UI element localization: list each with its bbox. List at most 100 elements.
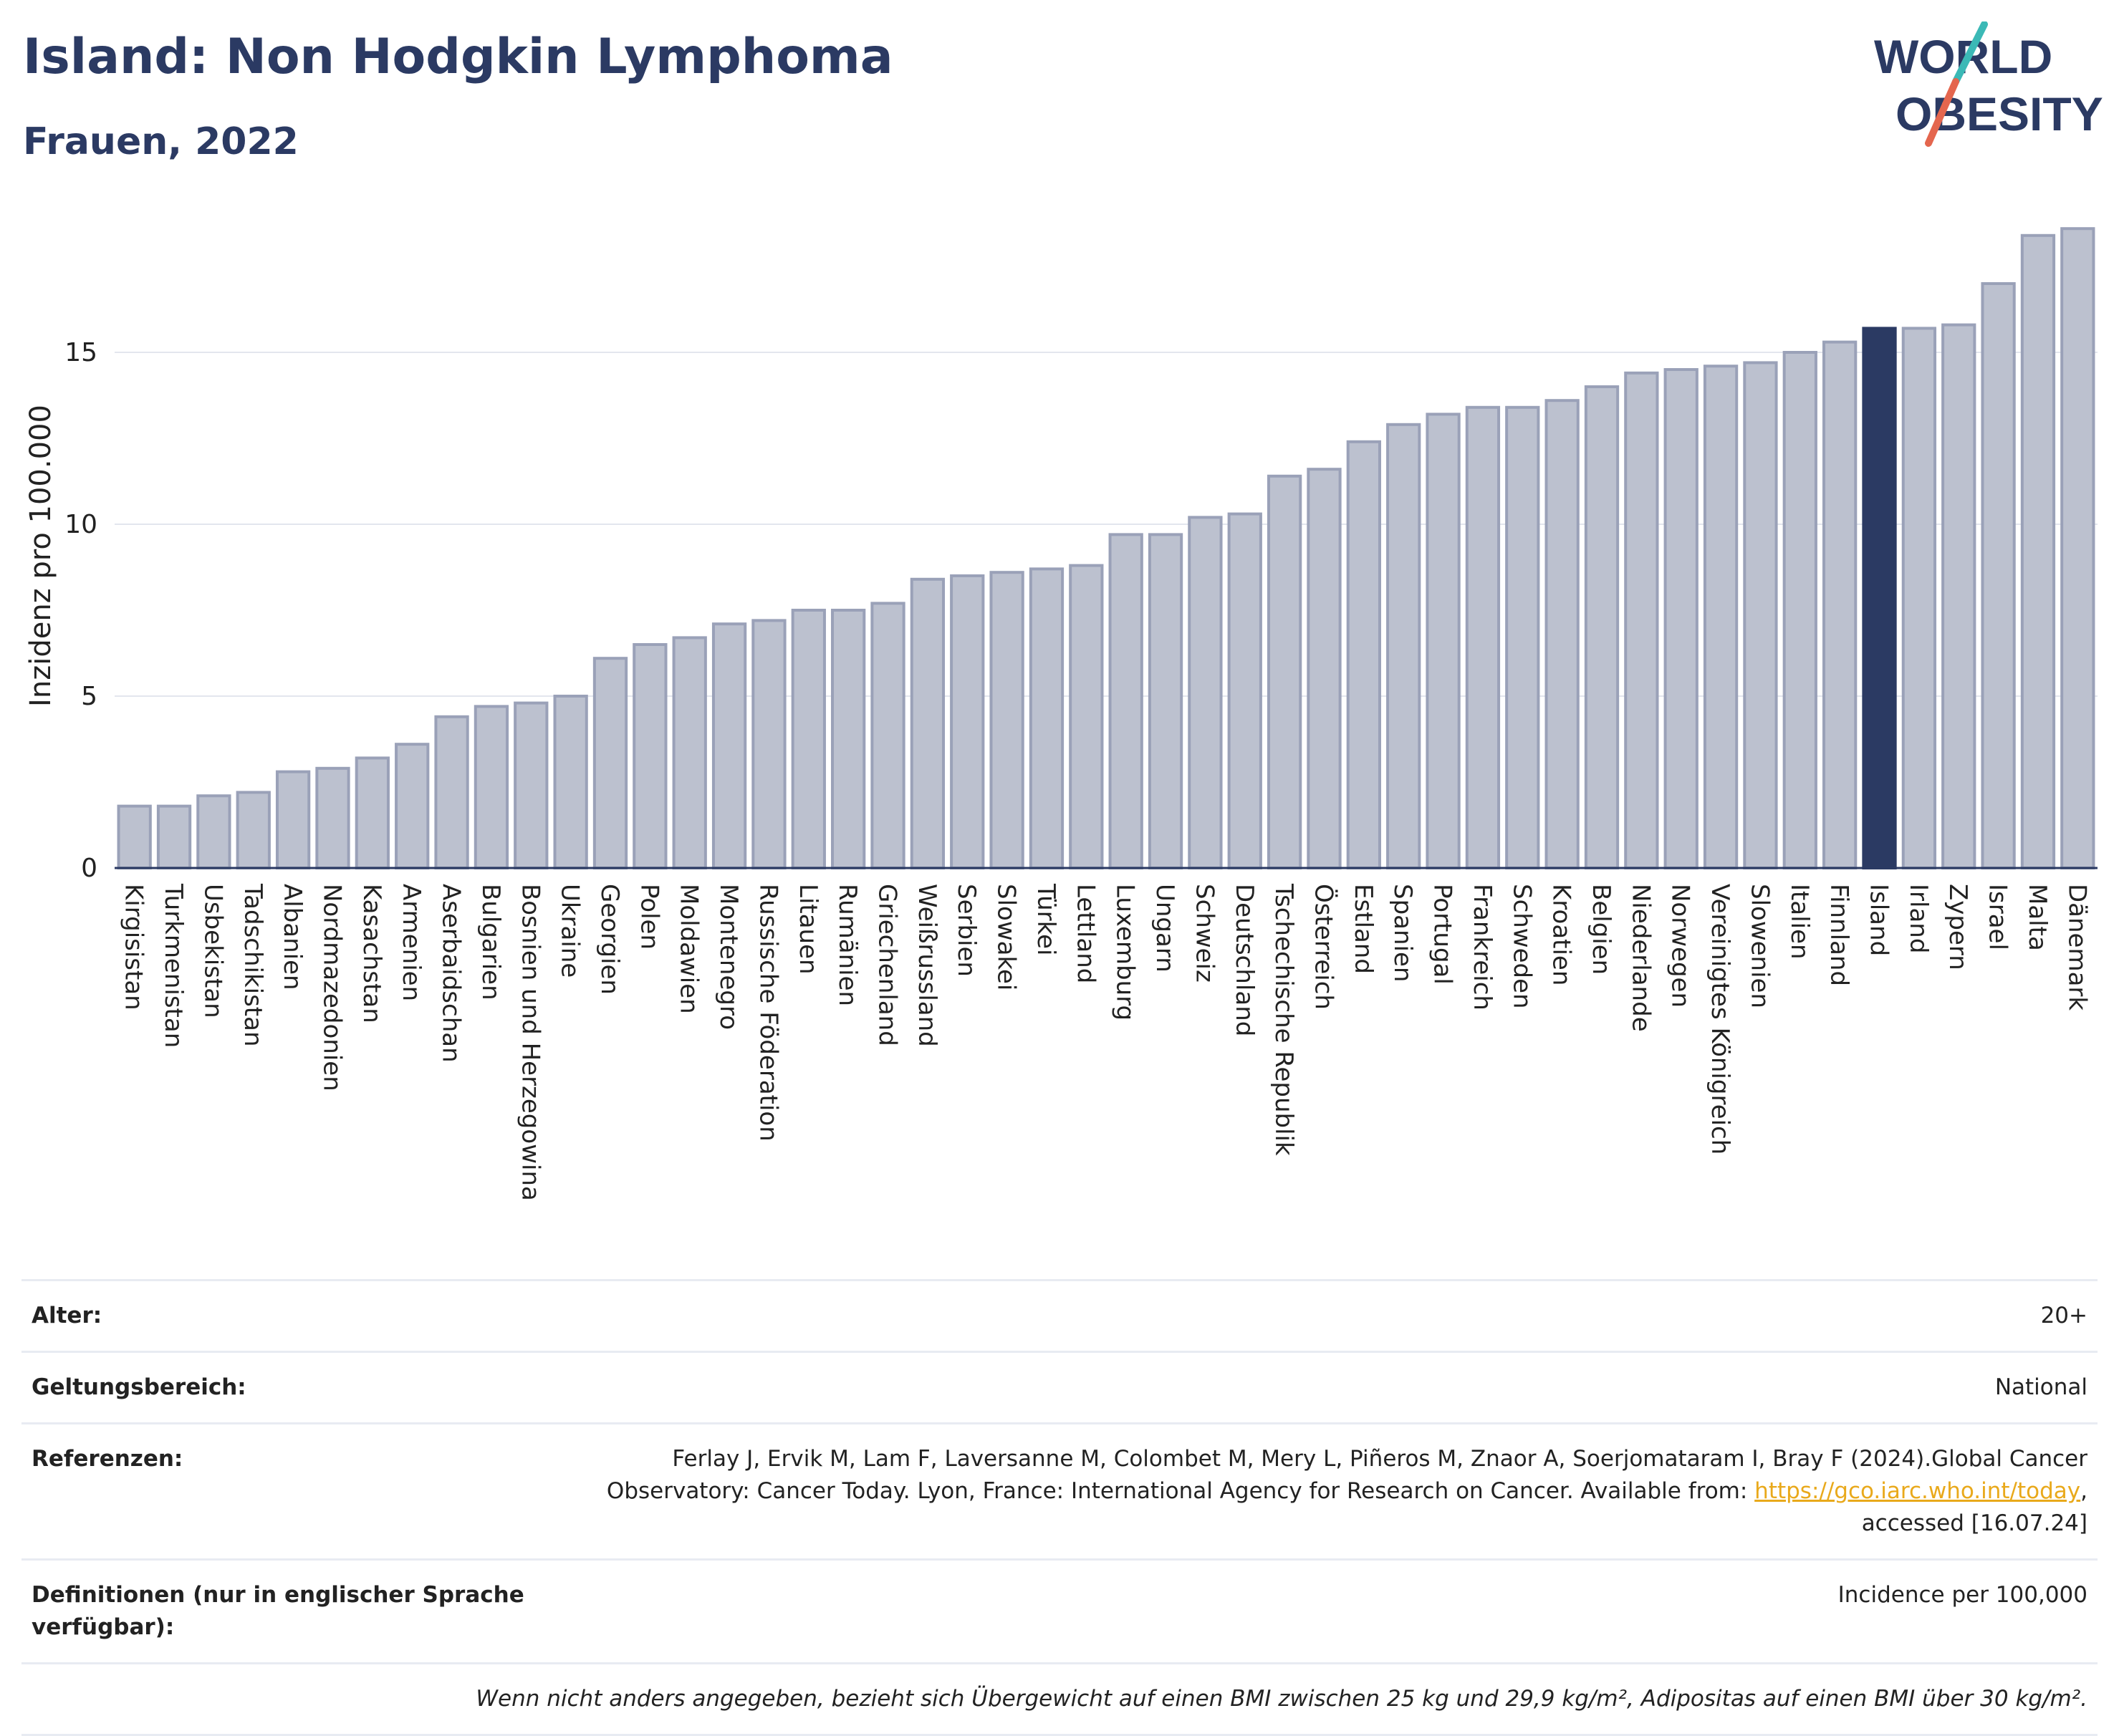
- bar: [1505, 405, 1540, 869]
- x-tick-label: Estland: [1349, 884, 1378, 974]
- world-obesity-logo: WORLD OBESITY: [1874, 21, 2103, 147]
- bar: [1981, 282, 2016, 869]
- y-tick-label: 10: [64, 510, 97, 539]
- bar: [2020, 233, 2056, 870]
- bar: [1267, 474, 1302, 869]
- x-tick-label: Usbekistan: [198, 884, 227, 1018]
- x-tick-label: Polen: [635, 884, 663, 950]
- bars: [117, 227, 2095, 870]
- reference-text-2: Observatory: Cancer Today. Lyon, France:…: [606, 1477, 1748, 1504]
- x-tick-label: Aserbaidschan: [437, 884, 466, 1063]
- bar: [711, 622, 747, 869]
- bar: [1465, 405, 1501, 869]
- y-axis-label: Inzidenz pro 100.000: [24, 405, 57, 707]
- x-tick-label: Belgien: [1587, 884, 1615, 975]
- bar: [474, 705, 509, 870]
- definitions-label: Definitionen (nur in englischer Sprache …: [32, 1581, 524, 1640]
- info-row-references: Referenzen: Ferlay J, Ervik M, Lam F, La…: [21, 1422, 2098, 1558]
- references-label: Referenzen:: [32, 1445, 183, 1472]
- x-tick-label: Frankreich: [1468, 884, 1496, 1011]
- bar: [2060, 227, 2095, 869]
- x-tick-label: Dänemark: [2062, 884, 2091, 1011]
- bar: [633, 643, 668, 869]
- x-tick-label: Ungarn: [1150, 884, 1179, 973]
- bar: [434, 715, 469, 869]
- bar: [1822, 340, 1858, 870]
- x-tick-label: Spanien: [1388, 884, 1417, 982]
- bar: [1108, 533, 1143, 869]
- y-tick-label: 5: [81, 682, 97, 711]
- bar: [156, 804, 192, 869]
- bar: [553, 695, 588, 869]
- bar: [791, 609, 826, 869]
- info-row-note: Wenn nicht anders angegeben, bezieht sic…: [21, 1662, 2098, 1736]
- x-tick-label: Lettland: [1071, 884, 1100, 983]
- info-row-definitions: Definitionen (nur in englischer Sprache …: [21, 1558, 2098, 1662]
- bar: [1426, 413, 1461, 869]
- x-tick-label: Nordmazedonien: [317, 884, 346, 1091]
- x-tick-label: Kroatien: [1547, 884, 1576, 985]
- bar: [1346, 440, 1381, 869]
- bar: [196, 794, 231, 870]
- bar: [1901, 327, 1937, 869]
- bar: [1584, 385, 1620, 869]
- x-tick-labels: Kirgisistan Turkmenistan Usbekistan Tadschi…: [120, 883, 2092, 1201]
- y-tick-label: 15: [64, 338, 97, 367]
- x-tick-label: Kirgisistan: [120, 884, 148, 1011]
- bar: [236, 791, 271, 870]
- bar: [1227, 512, 1262, 869]
- bar: [1069, 564, 1104, 869]
- x-tick-label: Norwegen: [1666, 884, 1695, 1008]
- reference-text-1: Ferlay J, Ervik M, Lam F, Laversanne M, …: [672, 1445, 2087, 1472]
- bar: [592, 657, 628, 869]
- x-tick-label: Finnland: [1825, 884, 1853, 986]
- x-tick-label: Russische Föderation: [754, 884, 782, 1142]
- logo-line2: OBESITY: [1895, 87, 2103, 140]
- reference-link[interactable]: https://gco.iarc.who.int/today: [1754, 1477, 2081, 1504]
- info-row-scope: Geltungsbereich: National: [21, 1350, 2098, 1422]
- info-row-age: Alter: 20+: [21, 1279, 2098, 1351]
- bar: [1188, 516, 1223, 869]
- y-tick-label: 0: [81, 854, 97, 883]
- x-tick-label: Tschechische Republik: [1269, 883, 1298, 1156]
- x-tick-label: Albanien: [278, 884, 307, 990]
- logo-slash-red: [1925, 78, 1959, 147]
- x-tick-label: Rumänien: [833, 884, 862, 1006]
- bar: [315, 766, 350, 869]
- bar: [751, 619, 787, 870]
- logo-slash-teal: [1952, 21, 1988, 85]
- bar: [870, 602, 905, 870]
- x-tick-label: Portugal: [1428, 884, 1457, 985]
- x-tick-label: Österreich: [1309, 884, 1338, 1010]
- x-tick-label: Georgien: [595, 884, 624, 995]
- x-tick-label: Bosnien und Herzegowina: [516, 884, 544, 1201]
- x-tick-label: Armenien: [397, 884, 426, 1001]
- scope-value: National: [1994, 1374, 2087, 1400]
- x-tick-label: Weißrussland: [913, 884, 941, 1047]
- logo-line1: WORLD: [1874, 30, 2052, 83]
- bar: [514, 701, 549, 869]
- bar: [910, 577, 946, 869]
- bar: [1544, 399, 1580, 869]
- x-tick-label: Deutschland: [1230, 884, 1259, 1036]
- x-tick-label: Vereinigtes Königreich: [1706, 884, 1734, 1154]
- x-tick-label: Slowenien: [1745, 884, 1774, 1008]
- x-tick-label: Island: [1865, 884, 1893, 956]
- x-tick-label: Türkei: [1032, 883, 1060, 955]
- x-tick-label: Tadschikistan: [239, 883, 267, 1047]
- age-label: Alter:: [32, 1303, 102, 1328]
- reference-text-3: accessed [16.07.24]: [1861, 1510, 2087, 1536]
- bar: [1782, 351, 1817, 869]
- bar: [1386, 423, 1421, 869]
- x-tick-label: Turkmenistan: [159, 883, 188, 1048]
- x-tick-label: Moldawien: [675, 884, 703, 1014]
- bar: [1941, 323, 1976, 870]
- x-tick-label: Italien: [1785, 884, 1814, 960]
- age-value: 20+: [2040, 1303, 2087, 1328]
- x-tick-label: Irland: [1904, 884, 1933, 953]
- bar: [1307, 468, 1342, 869]
- page-subtitle: Frauen, 2022: [23, 120, 299, 163]
- x-tick-label: Israel: [1984, 884, 2012, 950]
- bar: [355, 756, 390, 870]
- x-tick-label: Schweden: [1507, 884, 1536, 1009]
